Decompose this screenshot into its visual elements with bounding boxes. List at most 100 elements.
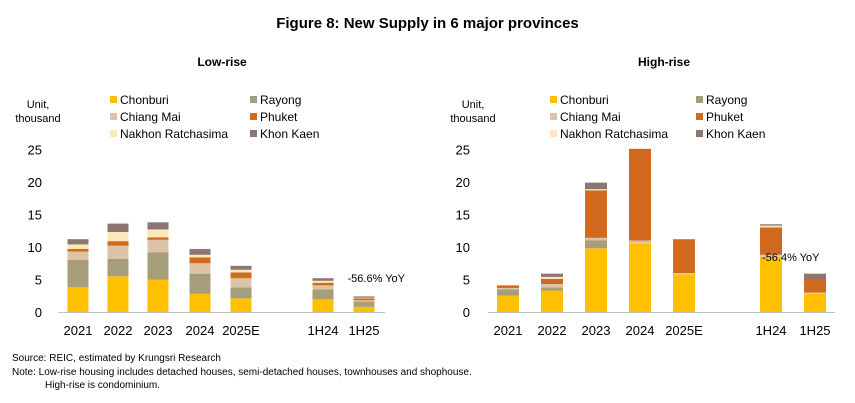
highrise-bar-segment bbox=[760, 225, 782, 228]
highrise-bar-segment bbox=[760, 227, 782, 255]
lowrise-bar-segment bbox=[230, 265, 252, 270]
lowrise-bar-segment bbox=[353, 298, 375, 301]
lowrise-bar-segment bbox=[189, 263, 211, 274]
lowrise-x-tick-label: 2022 bbox=[104, 323, 133, 338]
lowrise-bar-segment bbox=[67, 260, 89, 288]
highrise-legend-label: Nakhon Ratchasima bbox=[560, 127, 668, 141]
highrise-legend-label: Chiang Mai bbox=[560, 110, 621, 124]
lowrise-legend-swatch bbox=[250, 96, 257, 103]
lowrise-unit-label-line2: thousand bbox=[15, 113, 60, 125]
lowrise-bar-segment bbox=[353, 296, 375, 298]
lowrise-bar-segment bbox=[147, 239, 169, 253]
lowrise-bar-segment bbox=[230, 278, 252, 288]
highrise-bar-segment bbox=[804, 273, 826, 280]
lowrise-legend-label: Rayong bbox=[260, 93, 301, 107]
lowrise-chart-title: Low-rise bbox=[197, 55, 247, 69]
highrise-y-tick-label: 15 bbox=[456, 208, 470, 223]
highrise-bar-segment bbox=[541, 287, 563, 291]
lowrise-bar-segment bbox=[147, 237, 169, 240]
highrise-bar-segment bbox=[804, 279, 826, 293]
lowrise-x-tick-label: 2025E bbox=[222, 323, 260, 338]
figure-title: Figure 8: New Supply in 6 major province… bbox=[276, 15, 579, 32]
lowrise-legend-swatch bbox=[110, 113, 117, 120]
lowrise-legend-swatch bbox=[250, 130, 257, 137]
highrise-yoy-annotation: -56.4% YoY bbox=[762, 252, 820, 264]
highrise-bar-segment bbox=[585, 240, 607, 249]
highrise-bar-segment bbox=[541, 278, 563, 285]
source-note: Source: REIC, estimated by Krungsri Rese… bbox=[12, 353, 221, 364]
highrise-x-tick-label: 2025E bbox=[665, 323, 703, 338]
highrise-bar-segment bbox=[585, 237, 607, 241]
lowrise-bar-segment bbox=[147, 279, 169, 312]
lowrise-bar-segment bbox=[67, 244, 89, 249]
lowrise-bar-segment bbox=[189, 273, 211, 294]
lowrise-legend-swatch bbox=[110, 130, 117, 137]
lowrise-bar-segment bbox=[230, 287, 252, 299]
lowrise-bar-segment bbox=[147, 252, 169, 280]
lowrise-bar-segment bbox=[107, 245, 129, 259]
lowrise-bar-segment bbox=[67, 251, 89, 260]
lowrise-bar-segment bbox=[189, 257, 211, 264]
lowrise-bar-segment bbox=[189, 293, 211, 312]
highrise-legend-swatch bbox=[550, 130, 557, 137]
highrise-unit-label-line1: Unit, bbox=[462, 99, 485, 111]
highrise-bar-segment bbox=[585, 190, 607, 238]
lowrise-x-tick-label: 2023 bbox=[144, 323, 173, 338]
note-line-1: Note: Low-rise housing includes detached… bbox=[12, 367, 472, 378]
highrise-legend-label: Khon Kaen bbox=[706, 127, 765, 141]
highrise-bar-segment bbox=[760, 224, 782, 226]
highrise-legend-swatch bbox=[550, 113, 557, 120]
lowrise-x-tick-label: 2024 bbox=[186, 323, 215, 338]
lowrise-bar-segment bbox=[353, 301, 375, 307]
lowrise-legend-swatch bbox=[110, 96, 117, 103]
lowrise-bar-segment bbox=[353, 306, 375, 312]
lowrise-legend-swatch bbox=[250, 113, 257, 120]
lowrise-bar-segment bbox=[189, 254, 211, 258]
highrise-y-tick-label: 25 bbox=[456, 143, 470, 158]
highrise-x-tick-label: 1H24 bbox=[755, 323, 786, 338]
highrise-x-tick-label: 1H25 bbox=[799, 323, 830, 338]
highrise-bar-segment bbox=[497, 287, 519, 290]
lowrise-legend-label: Chonburi bbox=[120, 93, 169, 107]
highrise-bar-segment bbox=[497, 289, 519, 296]
highrise-legend-swatch bbox=[696, 96, 703, 103]
highrise-bar-segment bbox=[629, 243, 651, 312]
highrise-bar-segment bbox=[804, 292, 826, 294]
lowrise-x-tick-label: 1H24 bbox=[307, 323, 338, 338]
lowrise-bar-segment bbox=[107, 276, 129, 312]
lowrise-legend-label: Khon Kaen bbox=[260, 127, 319, 141]
lowrise-bar-segment bbox=[353, 300, 375, 302]
highrise-bar-segment bbox=[673, 239, 695, 273]
lowrise-bar-segment bbox=[230, 298, 252, 312]
highrise-legend-label: Phuket bbox=[706, 110, 744, 124]
highrise-bar-segment bbox=[585, 182, 607, 190]
highrise-legend-label: Chonburi bbox=[560, 93, 609, 107]
lowrise-legend-label: Chiang Mai bbox=[120, 110, 181, 124]
highrise-bar-segment bbox=[585, 189, 607, 191]
lowrise-bar-segment bbox=[312, 280, 334, 283]
highrise-bar-segment bbox=[585, 248, 607, 312]
highrise-legend-label: Rayong bbox=[706, 93, 747, 107]
highrise-bar-segment bbox=[497, 285, 519, 288]
lowrise-bar-segment bbox=[353, 297, 375, 299]
lowrise-bar-segment bbox=[147, 222, 169, 230]
lowrise-y-tick-label: 0 bbox=[35, 305, 42, 320]
lowrise-y-tick-label: 5 bbox=[35, 273, 42, 288]
lowrise-bar-segment bbox=[230, 269, 252, 273]
lowrise-bar-segment bbox=[147, 229, 169, 238]
lowrise-yoy-annotation: -56.6% YoY bbox=[348, 273, 406, 285]
lowrise-bar-segment bbox=[312, 285, 334, 290]
highrise-bar-segment bbox=[629, 148, 651, 241]
highrise-x-tick-label: 2023 bbox=[582, 323, 611, 338]
lowrise-y-tick-label: 10 bbox=[28, 240, 42, 255]
lowrise-y-tick-label: 15 bbox=[28, 208, 42, 223]
highrise-bar-segment bbox=[541, 290, 563, 312]
highrise-y-tick-label: 20 bbox=[456, 175, 470, 190]
lowrise-bar-segment bbox=[107, 258, 129, 277]
lowrise-unit-label-line1: Unit, bbox=[27, 99, 50, 111]
lowrise-bar-segment bbox=[312, 299, 334, 312]
lowrise-legend-label: Nakhon Ratchasima bbox=[120, 127, 228, 141]
highrise-bar-segment bbox=[760, 256, 782, 312]
lowrise-bar-segment bbox=[107, 223, 129, 233]
